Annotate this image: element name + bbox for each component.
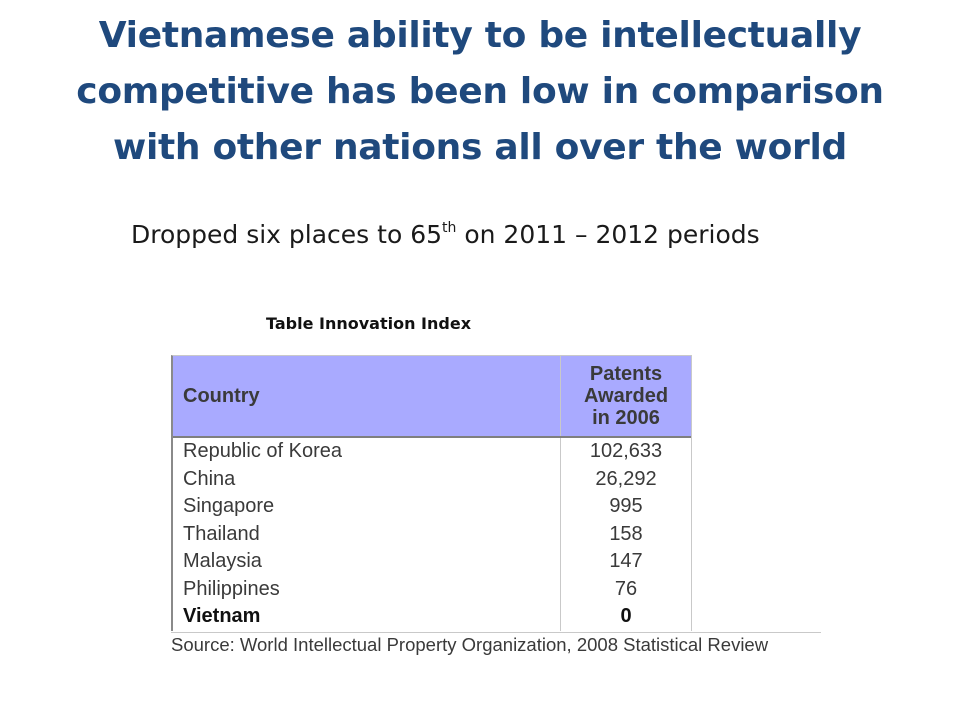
- header-patents: Patents Awarded in 2006: [560, 356, 691, 438]
- innovation-table: Country Patents Awarded in 2006 Republic…: [171, 355, 692, 631]
- row-value: 76: [560, 575, 691, 603]
- header-country: Country: [173, 356, 561, 438]
- table-row: Republic of Korea 102,633: [173, 437, 691, 466]
- table-row: China 26,292: [173, 465, 691, 493]
- row-value: 102,633: [560, 437, 691, 466]
- row-value: 147: [560, 548, 691, 576]
- header-patents-line3: in 2006: [592, 407, 660, 429]
- bullet-text-before: Dropped six places to 65: [131, 220, 443, 249]
- row-country: Vietnam: [183, 605, 261, 628]
- row-country: China: [183, 467, 236, 490]
- header-patents-line2: Awarded: [583, 385, 669, 407]
- row-value: 995: [560, 493, 691, 521]
- row-country: Republic of Korea: [183, 440, 342, 463]
- patents-table: Country Patents Awarded in 2006 Republic…: [173, 356, 691, 631]
- table-row: Malaysia 147: [173, 548, 691, 576]
- table-caption: Table Innovation Index: [266, 314, 472, 333]
- header-patents-line1: Patents: [589, 363, 663, 385]
- row-value: 26,292: [560, 465, 691, 493]
- bullet-superscript: th: [442, 219, 457, 236]
- table-row: Philippines 76: [173, 575, 691, 603]
- row-country: Singapore: [183, 495, 275, 518]
- row-country: Philippines: [183, 577, 280, 600]
- table-row: Thailand 158: [173, 520, 691, 548]
- row-country: Thailand: [183, 522, 260, 545]
- table-row: Singapore 995: [173, 493, 691, 521]
- table-row-highlight: Vietnam 0: [173, 603, 691, 631]
- slide-title: Vietnamese ability to be intellectually …: [76, 15, 884, 168]
- table-source: Source: World Intellectual Property Orga…: [171, 632, 821, 656]
- row-country: Malaysia: [183, 550, 262, 573]
- bullet-text-after: on 2011 – 2012 periods: [456, 220, 760, 249]
- row-value: 0: [560, 603, 691, 631]
- row-value: 158: [560, 520, 691, 548]
- bullet-text: Dropped six places to 65th on 2011 – 201…: [131, 212, 831, 258]
- table-header-row: Country Patents Awarded in 2006: [173, 356, 691, 438]
